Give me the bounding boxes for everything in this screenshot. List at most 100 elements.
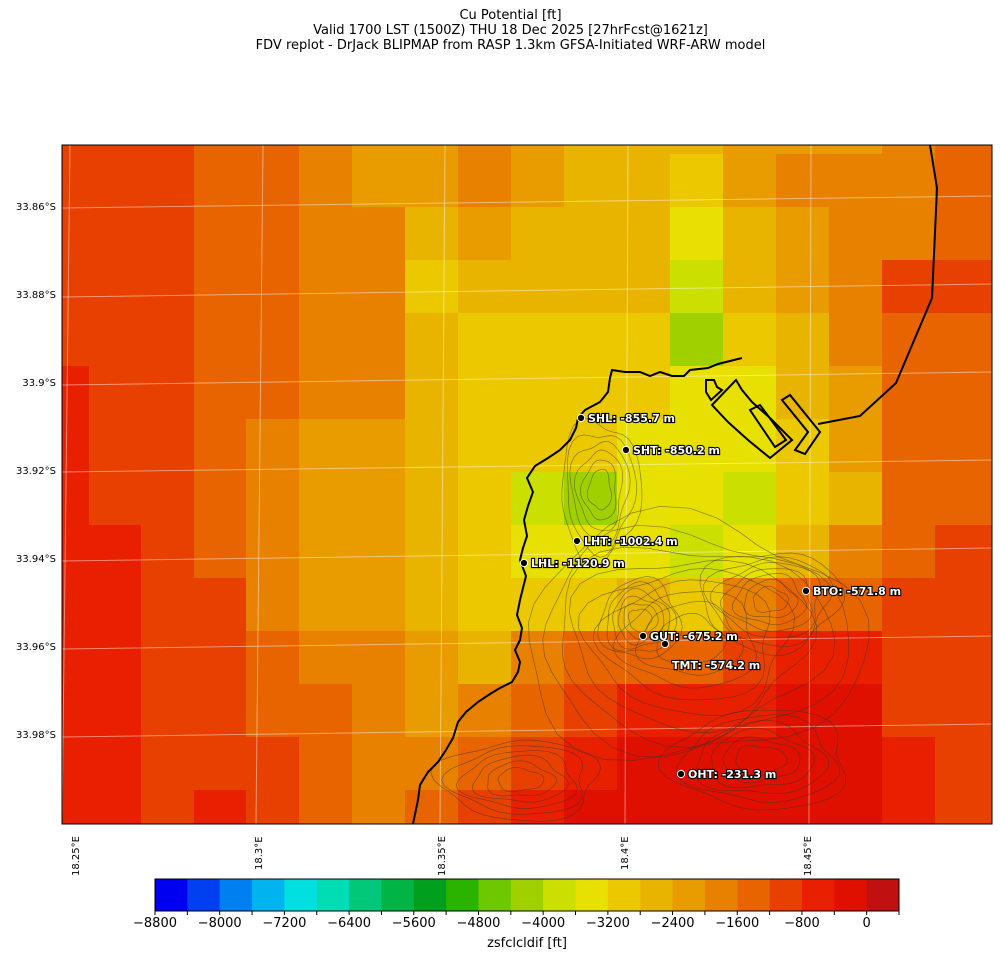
terrain-contour	[612, 591, 758, 689]
grid-cell	[194, 313, 247, 367]
grid-cell	[246, 472, 300, 526]
grid-cell	[511, 145, 565, 155]
grid-cell	[194, 419, 247, 473]
grid-cell	[405, 207, 459, 261]
grid-cell	[62, 207, 90, 261]
grid-cell	[352, 790, 406, 824]
terrain-contour	[566, 434, 638, 558]
grid-cell	[829, 207, 883, 261]
grid-cell	[299, 419, 353, 473]
grid-cell	[352, 578, 406, 632]
grid-cell	[511, 472, 565, 526]
grid-cell	[617, 737, 671, 791]
colorbar-swatch	[478, 879, 512, 911]
station-dot	[660, 639, 670, 649]
grid-cell	[194, 737, 247, 791]
grid-cell	[776, 525, 830, 579]
grid-cell	[62, 313, 90, 367]
grid-cell	[882, 419, 936, 473]
grid-cell	[194, 260, 247, 314]
colorbar-swatch	[252, 879, 285, 911]
grid-cell	[458, 419, 512, 473]
title-line-2: Valid 1700 LST (1500Z) THU 18 Dec 2025 […	[313, 23, 708, 38]
grid-cell	[882, 737, 936, 791]
lat-label-1: 33.86°S	[16, 202, 56, 213]
grid-cell	[352, 145, 406, 155]
colorbar-tick-label: −4000	[521, 916, 566, 931]
colorbar-swatch	[219, 879, 253, 911]
grid-cell	[89, 578, 142, 632]
grid-cell	[670, 207, 724, 261]
grid-cell	[89, 154, 142, 208]
grid-cell	[141, 260, 195, 314]
station-dot	[621, 445, 631, 455]
grid-cell	[89, 366, 142, 420]
grid-cell	[882, 525, 936, 579]
grid-cell	[776, 207, 830, 261]
colorbar	[154, 878, 900, 915]
colorbar-swatch	[866, 879, 900, 911]
grid-cell	[935, 684, 992, 738]
lon-label-3: 18.35°E	[437, 836, 448, 876]
colorbar-swatch	[349, 879, 382, 911]
grid-cell	[670, 472, 724, 526]
grid-cell	[299, 260, 353, 314]
station-label: LHL: -1120.9 m	[531, 557, 625, 570]
terrain-contour	[699, 552, 845, 656]
grid-cell	[935, 366, 992, 420]
grid-cell	[141, 525, 195, 579]
colorbar-swatch	[704, 879, 738, 911]
grid-cell	[882, 313, 936, 367]
grid-cell	[564, 366, 618, 420]
grid-cell	[352, 684, 406, 738]
station-label: OHT: -231.3 m	[688, 768, 776, 781]
grid-cell	[141, 154, 195, 208]
colorbar-swatch	[413, 879, 447, 911]
colorbar-tick-label: −6400	[327, 916, 372, 931]
grid-cell	[829, 145, 883, 155]
station-label: TMT: -574.2 m	[672, 659, 760, 672]
lat-label-3: 33.9°S	[22, 378, 56, 389]
grid-cell	[458, 145, 512, 155]
grid-cell	[564, 313, 618, 367]
colorbar-tick-label: −7200	[262, 916, 307, 931]
grid-cell	[882, 631, 936, 685]
grid-cell	[617, 207, 671, 261]
grid-cell	[458, 313, 512, 367]
grid-cell	[194, 525, 247, 579]
grid-cell	[299, 631, 353, 685]
colorbar-swatch	[446, 879, 479, 911]
grid-cell	[405, 684, 459, 738]
terrain-contour	[569, 441, 631, 545]
grid-cell	[829, 313, 883, 367]
terrain-contour	[561, 417, 643, 569]
grid-cell	[723, 260, 777, 314]
station-label: GUT: -675.2 m	[650, 630, 738, 643]
grid-cell	[617, 366, 671, 420]
grid-cell	[352, 207, 406, 261]
grid-cell	[246, 313, 300, 367]
grid-cell	[458, 366, 512, 420]
grid-cell	[141, 472, 195, 526]
terrain-contour	[735, 745, 788, 777]
grid-cell	[829, 154, 883, 208]
grid-cell	[89, 684, 142, 738]
grid-cell	[617, 790, 671, 824]
terrain-contour	[568, 559, 818, 734]
grid-cell	[194, 472, 247, 526]
colorbar-swatch	[187, 879, 221, 911]
grid-cell	[89, 145, 142, 155]
station-dot	[572, 536, 582, 546]
grid-cell	[246, 260, 300, 314]
grid-cell	[299, 207, 353, 261]
grid-cell	[246, 790, 300, 824]
grid-cell	[62, 154, 90, 208]
grid-cell	[776, 145, 830, 155]
grid-cell	[299, 366, 353, 420]
terrain-contour	[497, 767, 545, 793]
grid-cell	[935, 207, 992, 261]
grid-cell	[62, 737, 90, 791]
grid-cell	[246, 145, 300, 155]
grid-cell	[882, 145, 936, 155]
